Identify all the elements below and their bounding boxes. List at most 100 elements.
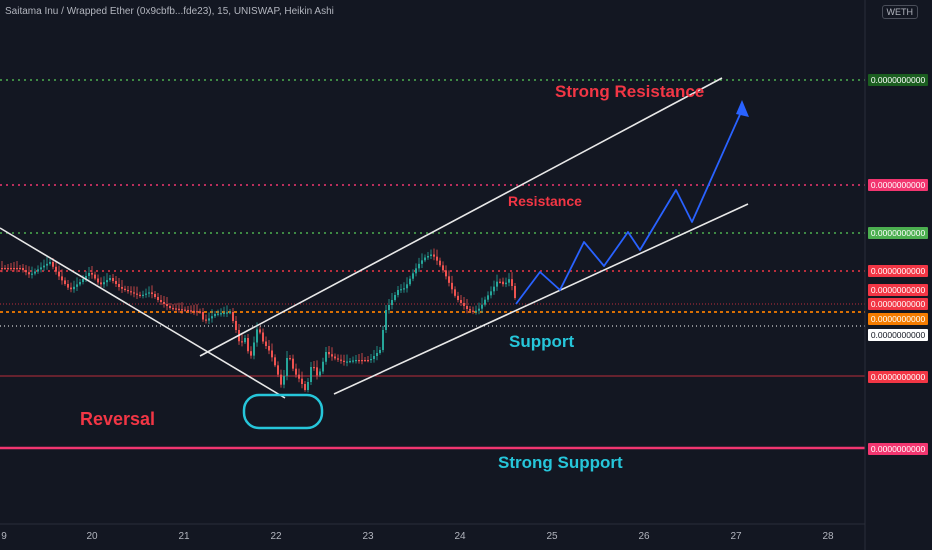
candle-body (319, 371, 321, 376)
reversal-label: Reversal (80, 409, 156, 429)
candle-body (244, 338, 246, 343)
candle-body (163, 302, 165, 304)
candle-body (400, 289, 402, 291)
candle-body (103, 282, 105, 285)
candle-body (277, 365, 279, 375)
candle-body (229, 312, 231, 314)
candle-body (187, 310, 189, 312)
candle-body (391, 300, 393, 305)
candle-body (250, 351, 252, 356)
candle-body (268, 346, 270, 351)
candle-body (208, 318, 210, 321)
candle-body (31, 273, 33, 275)
candle-body (175, 308, 177, 310)
candle-body (259, 329, 261, 333)
price-label-strong-resistance: 0.0000000000 (868, 74, 928, 86)
candle-body (193, 310, 195, 312)
candle-body (121, 287, 123, 289)
candle-body (94, 274, 96, 279)
x-tick-label: 9 (1, 531, 7, 542)
candle-body (160, 300, 162, 302)
candle-body (433, 254, 435, 257)
candle-body (472, 310, 474, 312)
level-lines (0, 79, 865, 450)
candle-body (478, 308, 480, 311)
candle-body (181, 309, 183, 311)
x-tick-label: 25 (546, 531, 558, 542)
candle-body (445, 270, 447, 277)
candle-body (439, 260, 441, 266)
candle-body (85, 276, 87, 279)
candle-body (454, 289, 456, 296)
candle-body (337, 358, 339, 360)
downtrend-line (0, 227, 286, 399)
candle-body (301, 378, 303, 384)
candle-body (73, 286, 75, 290)
candle-body (226, 312, 228, 314)
candle-body (499, 281, 501, 283)
candle-body (418, 263, 420, 269)
candle-body (22, 268, 24, 271)
candle-body (211, 316, 213, 319)
x-tick-label: 23 (362, 531, 374, 542)
candle-body (58, 271, 60, 277)
candle-body (34, 271, 36, 274)
candle-body (88, 273, 90, 276)
candle-body (409, 278, 411, 285)
candle-body (253, 342, 255, 356)
x-tick-label: 26 (638, 531, 650, 542)
support-label: Support (509, 332, 575, 351)
candle-body (43, 265, 45, 268)
candle-body (64, 280, 66, 284)
candle-body (199, 311, 201, 313)
candle-body (493, 286, 495, 292)
candle-body (28, 272, 30, 275)
candle-body (292, 358, 294, 369)
candle-body (7, 268, 9, 270)
candle-body (421, 260, 423, 264)
candle-body (289, 358, 291, 360)
candle-body (298, 374, 300, 379)
price-label-orange-dotted: 0.0000000000 (868, 313, 928, 325)
candle-body (412, 273, 414, 279)
candle-body (166, 304, 168, 306)
resistance-label: Resistance (508, 193, 582, 209)
candle-body (316, 367, 318, 376)
candle-body (295, 368, 297, 375)
candle-body (340, 359, 342, 361)
candle-body (280, 374, 282, 385)
candle-body (388, 305, 390, 310)
reversal-circle (242, 393, 324, 430)
candle-body (286, 358, 288, 376)
candle-body (370, 359, 372, 361)
candle-body (346, 361, 348, 363)
price-label-red-line: 0.0000000000 (868, 371, 928, 383)
candle-body (61, 276, 63, 281)
candle-body (157, 297, 159, 300)
candle-body (328, 352, 330, 355)
candle-body (178, 308, 180, 310)
candle-body (451, 282, 453, 290)
candle-body (70, 287, 72, 290)
projection-arrowhead (736, 100, 749, 117)
candle-body (223, 312, 225, 314)
currency-badge[interactable]: WETH (881, 5, 918, 19)
price-label-last-price-2: 0.0000000000 (868, 298, 928, 310)
candle-body (274, 357, 276, 366)
candle-body (19, 268, 21, 270)
candle-body (502, 281, 504, 285)
candles (1, 248, 516, 393)
candle-body (151, 292, 153, 294)
candle-body (469, 309, 471, 311)
candle-body (436, 256, 438, 261)
candle-body (430, 254, 432, 256)
candle-body (139, 294, 141, 296)
candle-body (322, 361, 324, 372)
candle-body (379, 350, 381, 353)
candle-body (343, 360, 345, 362)
candle-body (214, 314, 216, 317)
candle-body (169, 306, 171, 308)
price-label-red-dotted: 0.0000000000 (868, 265, 928, 277)
candle-body (16, 268, 18, 270)
candle-body (133, 292, 135, 294)
